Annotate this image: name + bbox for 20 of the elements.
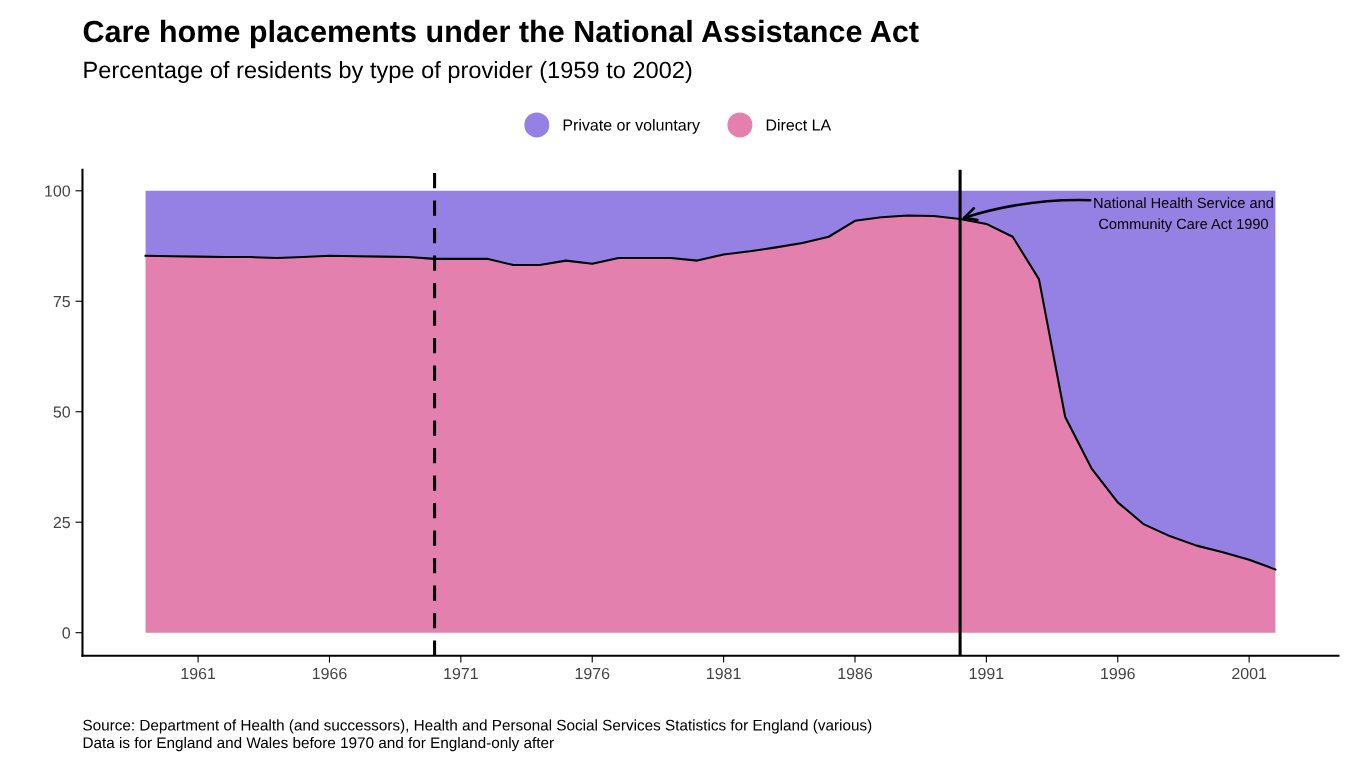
y-tick-label: 100	[45, 185, 71, 197]
x-tick-label: 2001	[1232, 667, 1267, 680]
y-tick-label: 0	[62, 627, 71, 639]
x-tick-label: 1961	[181, 667, 216, 680]
y-tick-label: 50	[53, 406, 71, 418]
x-tick-label: 1966	[312, 667, 347, 680]
chart-title: Care home placements under the National Assistance Act	[83, 19, 919, 49]
y-tick-label: 75	[53, 296, 70, 308]
x-tick-label: 1981	[707, 667, 741, 680]
x-tick-label: 1986	[838, 667, 873, 680]
x-tick-label: 1971	[444, 667, 478, 680]
legend-label: Direct LA	[766, 118, 832, 131]
x-tick-label: 1991	[969, 667, 1004, 680]
legend-label: Private or voluntary	[563, 118, 700, 134]
x-tick-label: 1996	[1101, 667, 1135, 680]
x-tick-label: 1976	[575, 667, 610, 680]
chart-subtitle: Percentage of residents by type of provider (1959 to 2002)	[84, 61, 692, 84]
source-note: Source: Department of Health (and successors), Health and Personal Social Services Statistics for England (various) Data is for England and Wales before 1970 and for England-only after	[83, 719, 872, 752]
y-tick-label: 25	[53, 516, 70, 529]
annotation: National Health Service and Community Care Act 1990	[1094, 197, 1273, 232]
